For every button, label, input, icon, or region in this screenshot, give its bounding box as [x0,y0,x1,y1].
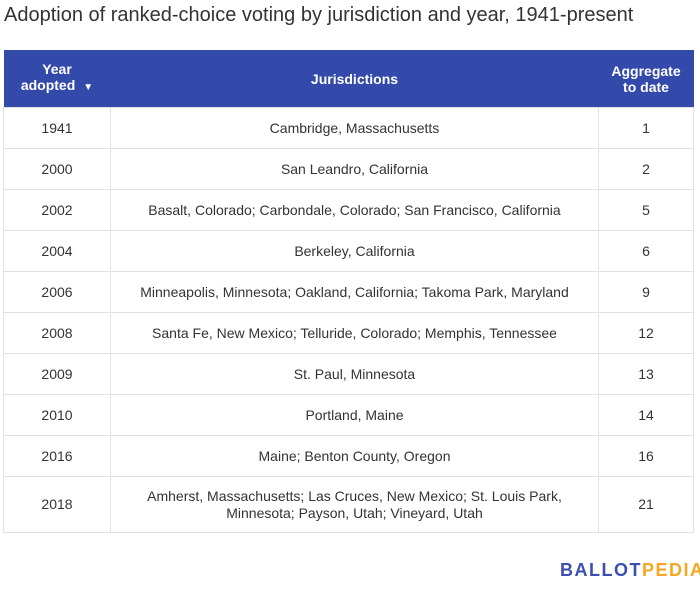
header-year-adopted[interactable]: Year adopted ▼ [3,50,111,108]
aggregate-cell: 1 [598,107,694,149]
table-row: 2006 Minneapolis, Minnesota; Oakland, Cal… [3,271,694,313]
table-row: 2000 San Leandro, California 2 [3,148,694,190]
jurisdictions-cell: Cambridge, Massachusetts [110,107,599,149]
table-row: 2009 St. Paul, Minnesota 13 [3,353,694,395]
year-cell: 2009 [3,353,111,395]
table-row: 2004 Berkeley, California 6 [3,230,694,272]
table-row: 2008 Santa Fe, New Mexico; Telluride, Col… [3,312,694,354]
header-aggregate[interactable]: Aggregate to date [598,50,694,108]
aggregate-cell: 14 [598,394,694,436]
aggregate-cell: 5 [598,189,694,231]
year-cell: 2000 [3,148,111,190]
header-jurisdictions[interactable]: Jurisdictions [110,50,599,108]
year-cell: 2002 [3,189,111,231]
table-row: 2010 Portland, Maine 14 [3,394,694,436]
year-cell: 2016 [3,435,111,477]
jurisdictions-cell: Basalt, Colorado; Carbondale, Colorado; … [110,189,599,231]
year-cell: 2018 [3,476,111,533]
year-cell: 1941 [3,107,111,149]
table-row: 2016 Maine; Benton County, Oregon 16 [3,435,694,477]
aggregate-cell: 21 [598,476,694,533]
sort-down-icon[interactable]: ▼ [83,82,94,93]
aggregate-cell: 2 [598,148,694,190]
header-row: Year adopted ▼ Jurisdictions Aggregate to… [3,50,694,108]
aggregate-cell: 12 [598,312,694,354]
table-row: 2018 Amherst, Massachusetts; Las Cruces, … [3,476,694,533]
aggregate-cell: 9 [598,271,694,313]
year-cell: 2004 [3,230,111,272]
ballotpedia-logo: BALLOTPEDIA [560,560,700,580]
jurisdictions-cell: Minneapolis, Minnesota; Oakland, Califor… [110,271,599,313]
aggregate-cell: 6 [598,230,694,272]
chart-title: Adoption of ranked-choice voting by juri… [4,4,634,26]
jurisdictions-cell: Berkeley, California [110,230,599,272]
jurisdictions-cell: Santa Fe, New Mexico; Telluride, Colorad… [110,312,599,354]
year-cell: 2008 [3,312,111,354]
rcv-table: Year adopted ▼ Jurisdictions Aggregate to… [3,50,694,533]
jurisdictions-cell: St. Paul, Minnesota [110,353,599,395]
table-row: 1941 Cambridge, Massachusetts 1 [3,107,694,149]
aggregate-cell: 16 [598,435,694,477]
table-row: 2002 Basalt, Colorado; Carbondale, Colora… [3,189,694,231]
jurisdictions-cell: Portland, Maine [110,394,599,436]
jurisdictions-cell: Maine; Benton County, Oregon [110,435,599,477]
jurisdictions-cell: Amherst, Massachusetts; Las Cruces, New … [110,476,599,533]
jurisdictions-cell: San Leandro, California [110,148,599,190]
year-cell: 2010 [3,394,111,436]
aggregate-cell: 13 [598,353,694,395]
year-cell: 2006 [3,271,111,313]
